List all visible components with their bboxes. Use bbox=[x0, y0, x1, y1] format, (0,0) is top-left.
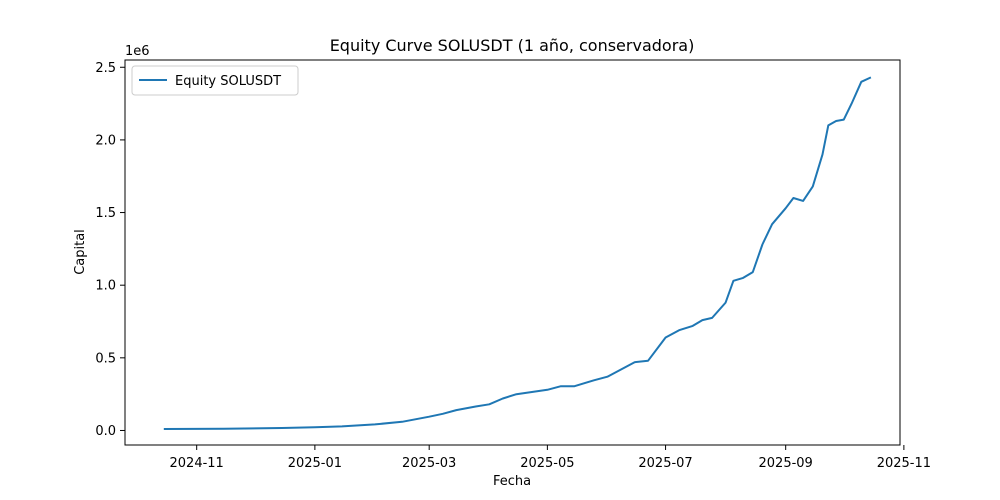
y-tick-label: 2.5 bbox=[95, 61, 116, 76]
legend-label-equity: Equity SOLUSDT bbox=[175, 74, 281, 89]
plot-frame bbox=[124, 59, 901, 446]
x-axis: 2024-11 2025-01 2025-03 2025-05 2025-07 2025-… bbox=[170, 445, 931, 471]
y-multiplier-label: 1e6 bbox=[125, 44, 150, 59]
x-tick-label: 2025-07 bbox=[638, 456, 692, 471]
y-tick-label: 1.0 bbox=[95, 279, 116, 294]
x-tick-label: 2024-11 bbox=[170, 456, 224, 471]
y-tick-label: 0.0 bbox=[95, 424, 116, 439]
series-layer bbox=[163, 76, 872, 430]
legend-box bbox=[131, 65, 299, 96]
y-tick-label: 1.5 bbox=[95, 206, 116, 221]
x-tick-label: 2025-01 bbox=[288, 456, 342, 471]
y-tick-label: 2.0 bbox=[95, 133, 116, 148]
x-tick-label: 2025-09 bbox=[759, 456, 813, 471]
series-line-0 bbox=[163, 76, 872, 430]
y-axis-label: Capital bbox=[73, 229, 88, 275]
x-tick-label: 2025-05 bbox=[520, 456, 574, 471]
legend: Equity SOLUSDT bbox=[131, 65, 299, 96]
x-axis-label: Fecha bbox=[493, 474, 531, 489]
y-tick-label: 0.5 bbox=[95, 351, 116, 366]
x-tick-label: 2025-03 bbox=[402, 456, 456, 471]
y-axis: 0.0 0.5 1.0 1.5 2.0 2.5 bbox=[95, 61, 125, 439]
x-tick-label: 2025-11 bbox=[877, 456, 931, 471]
chart-title: Equity Curve SOLUSDT (1 año, conservador… bbox=[330, 36, 695, 55]
